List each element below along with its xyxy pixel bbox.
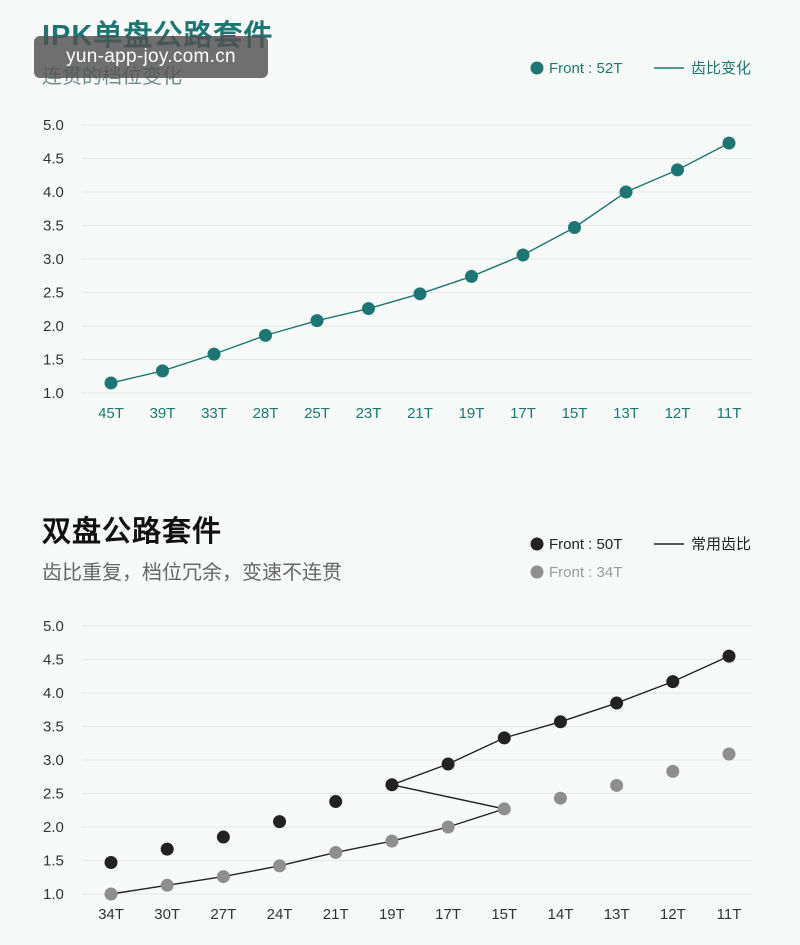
x-tick-label: 19T <box>379 906 405 923</box>
data-point <box>722 649 736 663</box>
y-tick-label: 5.0 <box>43 117 64 134</box>
legend-line-label: 常用齿比 <box>691 536 751 553</box>
data-point <box>441 757 455 771</box>
legend-label: Front : 34T <box>549 564 622 581</box>
x-tick-label: 13T <box>613 405 639 422</box>
data-point <box>310 314 324 328</box>
data-point <box>104 376 118 390</box>
data-point <box>610 696 624 710</box>
y-tick-label: 3.5 <box>43 719 64 736</box>
data-point <box>610 778 624 792</box>
data-point <box>104 887 118 901</box>
y-tick-label: 1.5 <box>43 853 64 870</box>
legend-marker <box>530 537 544 551</box>
y-tick-label: 2.5 <box>43 285 64 302</box>
y-tick-label: 3.0 <box>43 752 64 769</box>
x-tick-label: 25T <box>304 405 330 422</box>
data-point <box>156 364 169 378</box>
watermark-badge: yun-app-joy.com.cn <box>34 36 268 78</box>
data-point <box>160 842 174 856</box>
data-point <box>216 830 230 844</box>
data-point <box>553 791 567 805</box>
legend-marker <box>530 565 544 579</box>
legend-label: Front : 52T <box>549 60 622 77</box>
data-point <box>362 302 375 316</box>
chart2-subtitle: 齿比重复，档位冗余，变速不连贯 <box>42 562 342 584</box>
x-tick-label: 12T <box>665 405 691 422</box>
y-tick-label: 2.0 <box>43 318 64 335</box>
y-tick-label: 4.0 <box>43 184 64 201</box>
x-tick-label: 39T <box>150 405 176 422</box>
data-point <box>666 764 680 778</box>
x-tick-label: 11T <box>717 906 742 923</box>
y-tick-label: 1.0 <box>43 385 64 402</box>
y-tick-label: 1.0 <box>43 886 64 903</box>
y-tick-label: 1.5 <box>43 352 64 369</box>
x-tick-label: 28T <box>253 405 279 422</box>
series-line <box>110 655 730 895</box>
data-point <box>497 802 511 816</box>
data-point <box>666 675 680 689</box>
y-tick-label: 4.0 <box>43 685 64 702</box>
data-point <box>160 878 174 892</box>
x-tick-label: 11T <box>717 405 742 422</box>
x-tick-label: 27T <box>210 906 236 923</box>
x-tick-label: 12T <box>660 906 686 923</box>
x-tick-label: 34T <box>98 906 124 923</box>
data-point <box>516 248 530 262</box>
legend-line-label: 齿比变化 <box>691 60 751 77</box>
data-point <box>465 269 478 283</box>
data-point <box>385 834 399 848</box>
y-tick-label: 3.0 <box>43 251 64 268</box>
x-tick-label: 21T <box>407 405 433 422</box>
chart1-plot: 5.0 4.5 4.0 3.5 3.0 2.5 2.0 1.5 1.0 45T 39T 33T 28T 2… <box>43 60 752 422</box>
legend-label: Front : 50T <box>549 536 622 553</box>
x-tick-label: 14T <box>548 906 574 923</box>
x-tick-label: 30T <box>154 906 180 923</box>
x-tick-label: 21T <box>323 906 349 923</box>
x-tick-label: 15T <box>491 906 517 923</box>
data-point <box>722 136 736 150</box>
y-tick-label: 4.5 <box>43 151 64 168</box>
data-point <box>385 778 399 792</box>
x-tick-label: 45T <box>98 405 124 422</box>
data-point <box>329 795 343 809</box>
data-point <box>329 845 343 859</box>
y-tick-label: 3.5 <box>43 218 64 235</box>
data-point <box>619 185 633 199</box>
y-tick-label: 2.0 <box>43 819 64 836</box>
x-tick-label: 17T <box>435 906 461 923</box>
x-tick-label: 19T <box>459 405 485 422</box>
data-point <box>497 731 511 745</box>
x-tick-label: 13T <box>604 906 630 923</box>
y-tick-label: 5.0 <box>43 618 64 635</box>
x-tick-label: 15T <box>562 405 588 422</box>
x-tick-label: 33T <box>201 405 227 422</box>
legend-marker <box>530 61 544 75</box>
chart2-title: 双盘公路套件 <box>42 516 223 548</box>
data-point <box>273 859 287 873</box>
y-tick-label: 2.5 <box>43 786 64 803</box>
data-point <box>207 347 221 361</box>
data-point <box>216 870 230 884</box>
data-point <box>413 287 427 301</box>
data-point <box>259 328 272 342</box>
data-point <box>273 815 287 829</box>
data-point <box>722 747 736 761</box>
data-point <box>553 715 567 729</box>
data-point <box>568 221 581 235</box>
x-tick-label: 24T <box>267 906 293 923</box>
data-point <box>104 856 118 870</box>
data-point <box>671 163 684 177</box>
y-tick-label: 4.5 <box>43 652 64 669</box>
data-point <box>441 820 455 834</box>
x-tick-label: 17T <box>510 405 536 422</box>
x-tick-label: 23T <box>356 405 382 422</box>
